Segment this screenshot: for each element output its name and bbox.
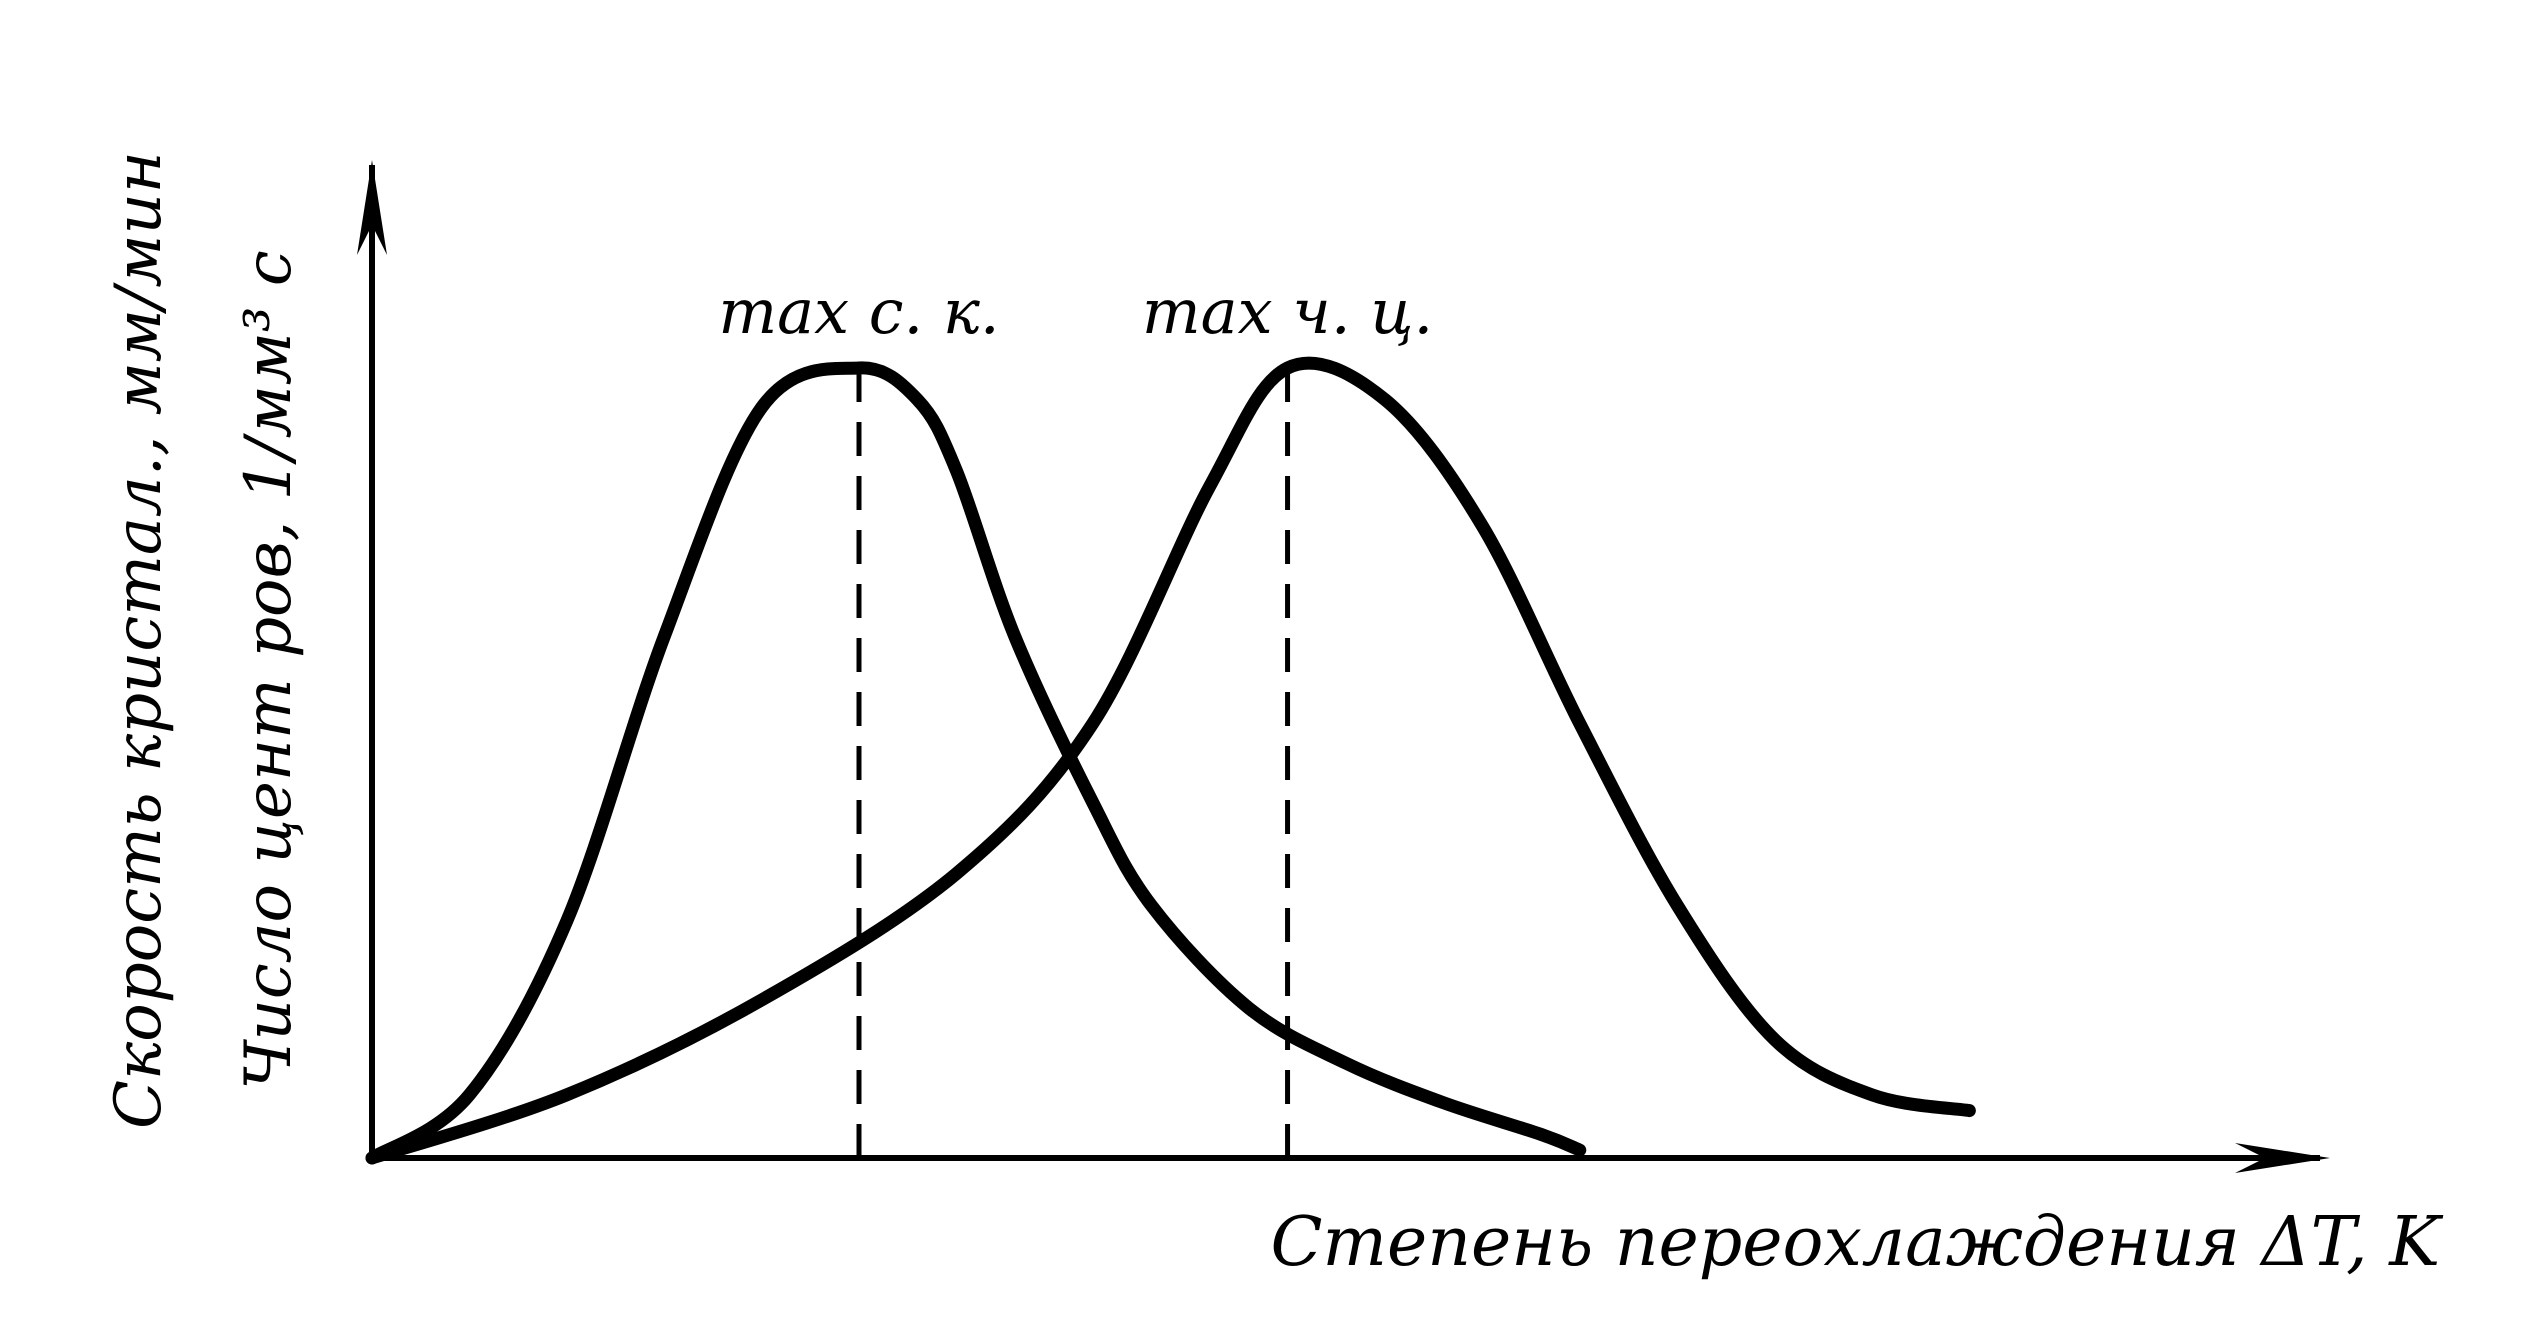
max-annotation-label-2: max ч. ц. xyxy=(1142,275,1433,348)
series-line-2 xyxy=(365,356,1976,1165)
x-axis-label: Степень переохлаждения ΔT, K xyxy=(1270,1203,2444,1282)
y-axis-arrow xyxy=(357,160,387,255)
x-axis-arrow xyxy=(2235,1143,2330,1173)
max-annotation-label-1: max с. к. xyxy=(718,275,999,348)
y-axis-label-nucleation: Число цент ров, 1/мм³ с xyxy=(232,250,306,1090)
y-axis-label-growth-rate: Скорость кристал., мм/мин xyxy=(102,151,176,1129)
series-line-1 xyxy=(365,361,1587,1165)
